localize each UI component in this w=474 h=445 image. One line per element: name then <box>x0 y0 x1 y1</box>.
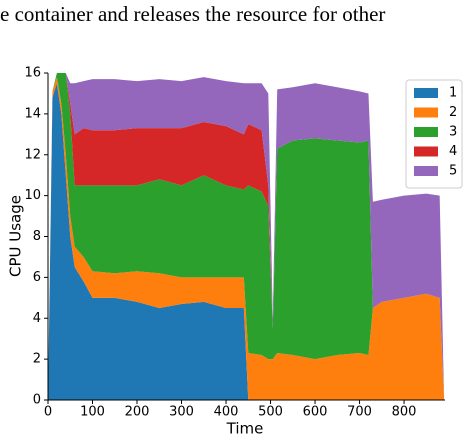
legend-swatch <box>414 88 438 98</box>
legend-label: 4 <box>449 144 457 159</box>
y-axis-label: CPU Usage <box>7 195 25 277</box>
x-tick-label: 200 <box>125 405 150 420</box>
legend-swatch <box>414 166 438 176</box>
y-tick-label: 16 <box>24 66 41 81</box>
legend-label: 2 <box>449 105 457 120</box>
area-series <box>48 83 445 400</box>
y-tick-label: 2 <box>33 352 41 367</box>
area-series <box>48 73 445 400</box>
x-tick-label: 500 <box>258 405 283 420</box>
legend-swatch <box>414 146 438 157</box>
caption-text: e container and releases the resource fo… <box>0 2 385 26</box>
legend-label: 5 <box>449 164 457 179</box>
x-tick-label: 600 <box>303 405 328 420</box>
legend-label: 3 <box>449 125 457 140</box>
y-tick-label: 14 <box>24 106 41 121</box>
area-series <box>48 77 445 401</box>
y-tick-label: 12 <box>24 147 41 162</box>
plot-area <box>48 73 445 401</box>
y-tick-label: 8 <box>33 229 41 244</box>
x-tick-label: 800 <box>392 405 417 420</box>
legend-label: 1 <box>449 86 457 101</box>
x-tick-label: 700 <box>347 405 372 420</box>
y-tick-label: 4 <box>33 311 41 326</box>
area-series <box>48 73 445 400</box>
area-series <box>48 73 445 400</box>
x-tick-label: 300 <box>169 405 194 420</box>
y-tick-label: 10 <box>24 188 41 203</box>
legend: 1 2 3 4 5 <box>405 79 463 189</box>
x-tick-label: 0 <box>44 405 52 420</box>
y-tick-label: 6 <box>33 270 41 285</box>
legend-swatch <box>414 107 438 118</box>
x-axis-label: Time <box>226 420 264 438</box>
y-tick-label: 0 <box>33 393 41 408</box>
legend-swatch <box>414 127 438 137</box>
x-tick-label: 100 <box>80 405 105 420</box>
x-tick-label: 400 <box>214 405 239 420</box>
